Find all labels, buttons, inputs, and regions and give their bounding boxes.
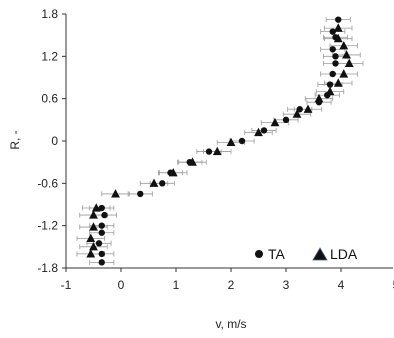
point-lda	[89, 222, 98, 231]
x-tick-label: 4	[338, 278, 345, 292]
point-ta	[326, 81, 334, 88]
point-lda	[89, 242, 98, 251]
point-lda	[344, 58, 354, 67]
point-ta	[260, 127, 268, 134]
point-lda	[86, 249, 96, 258]
y-tick-label: 1.2	[41, 49, 58, 63]
point-lda	[339, 40, 349, 50]
tick-labels-layer: 1.8 1.2 0.6 0 -0.6 -1.2 -1.8-1 0 1 2 3 4 5	[37, 7, 394, 292]
point-lda	[292, 109, 302, 118]
point-ta	[98, 250, 105, 258]
point-lda	[333, 78, 343, 87]
point-lda	[342, 50, 351, 59]
x-tick-label: 1	[173, 278, 180, 292]
point-ta	[205, 148, 213, 155]
point-ta	[159, 180, 166, 187]
point-ta	[329, 46, 336, 53]
point-lda	[314, 93, 324, 103]
point-lda	[333, 23, 343, 32]
axes-layer	[62, 13, 393, 272]
y-tick-label: 0	[51, 134, 58, 148]
point-ta	[282, 116, 290, 124]
point-ta	[101, 211, 108, 219]
x-tick-label: 0	[118, 278, 125, 292]
point-ta	[329, 70, 336, 78]
x-tick-label: 5	[393, 278, 394, 292]
point-lda	[91, 203, 101, 212]
y-tick-label: 0.6	[41, 92, 58, 106]
point-ta	[98, 229, 105, 236]
point-lda	[212, 146, 222, 156]
legend-label-ta: TA	[268, 246, 286, 262]
legend-label-lda: LDA	[330, 246, 358, 262]
legend: TA LDA	[255, 246, 358, 262]
legend-marker-lda	[312, 247, 328, 261]
point-ta	[137, 190, 144, 198]
point-ta	[95, 240, 103, 247]
point-ta	[238, 137, 246, 145]
y-axis-title: R, -	[8, 130, 22, 149]
point-lda	[270, 117, 280, 127]
y-tick-label: 1.8	[41, 7, 58, 21]
legend-marker-ta	[255, 250, 263, 258]
y-tick-label: -1.2	[37, 219, 58, 233]
point-lda	[333, 33, 343, 43]
point-ta	[329, 28, 336, 35]
point-lda	[86, 233, 96, 242]
y-tick-label: -0.6	[37, 176, 58, 190]
x-tick-label: 2	[228, 278, 235, 292]
point-lda	[325, 86, 335, 96]
point-lda	[254, 127, 263, 137]
x-axis-title: v, m/s	[215, 317, 246, 331]
point-lda	[226, 137, 236, 147]
y-tick-label: -1.8	[37, 261, 58, 275]
point-lda	[303, 104, 313, 113]
point-lda	[339, 69, 349, 78]
point-ta	[332, 60, 339, 67]
point-lda	[149, 178, 159, 187]
point-ta	[296, 106, 303, 113]
point-lda	[111, 189, 120, 198]
x-tick-label: -1	[61, 278, 72, 292]
x-tick-label: 3	[283, 278, 290, 292]
point-ta	[335, 16, 342, 23]
points-layer	[86, 16, 354, 266]
point-ta	[98, 259, 105, 266]
point-ta	[98, 222, 105, 229]
point-lda	[188, 157, 197, 166]
point-lda	[89, 210, 98, 219]
point-ta	[98, 204, 105, 212]
point-lda	[168, 167, 178, 177]
error-bars-layer	[76, 17, 364, 265]
point-ta	[332, 53, 339, 60]
